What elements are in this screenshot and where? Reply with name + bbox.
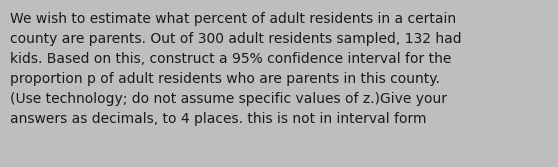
Text: We wish to estimate what percent of adult residents in a certain
county are pare: We wish to estimate what percent of adul… <box>10 12 461 126</box>
